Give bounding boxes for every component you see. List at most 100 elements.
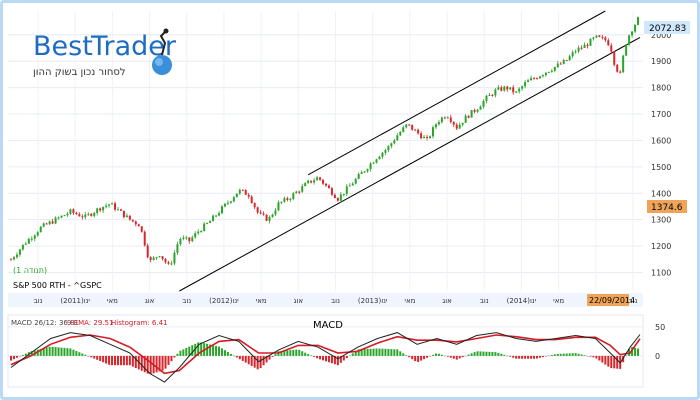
candle-up: [39, 226, 42, 233]
macd-hist-bar: [185, 347, 188, 356]
macd-hist-bar: [36, 349, 39, 356]
macd-hist-bar: [378, 348, 381, 356]
candle-down: [164, 259, 167, 263]
macd-hist-bar: [310, 355, 313, 356]
macd-hist-bar: [125, 355, 128, 366]
macd-hist-bar: [366, 348, 369, 356]
macd-hist-bar: [339, 355, 342, 363]
candle-up: [108, 204, 111, 206]
macd-hist-bar: [571, 353, 574, 356]
candle-up: [203, 223, 206, 232]
macd-hist-bar: [592, 355, 595, 358]
macd-hist-bar: [259, 355, 262, 369]
time-tick: (2014)ינו: [507, 297, 537, 305]
macd-hist-bar: [313, 355, 316, 357]
macd-hist-bar: [330, 355, 333, 364]
candle-down: [565, 60, 568, 62]
macd-hist-bar: [232, 355, 235, 357]
candle-down: [417, 129, 420, 134]
macd-hist-bar: [182, 349, 185, 356]
macd-hist-bar: [470, 353, 473, 356]
globe-icon: [152, 28, 172, 75]
macd-hist-bar: [375, 348, 378, 356]
price-grid: [8, 11, 643, 291]
candle-down: [286, 198, 289, 200]
candle-up: [102, 206, 105, 211]
price-y-tick: 1600: [651, 136, 671, 145]
macd-hist-bar: [429, 355, 432, 357]
candle-up: [366, 169, 369, 172]
macd-hist-bar: [399, 351, 402, 356]
macd-hist-bar: [354, 350, 357, 356]
candle-up: [357, 173, 360, 179]
candle-up: [429, 136, 432, 138]
last-price-label: 2072.83: [649, 24, 686, 34]
candle-up: [316, 177, 319, 181]
candle-down: [598, 35, 601, 37]
macd-hist-bar: [256, 355, 259, 370]
macd-hist-bar: [60, 347, 63, 356]
candle-down: [336, 197, 339, 201]
macd-hist-bar: [301, 351, 304, 356]
candle-up: [301, 186, 304, 192]
candle-up: [87, 213, 90, 215]
candle-down: [426, 136, 429, 138]
candle-up: [372, 162, 375, 164]
candle-down: [72, 209, 75, 213]
macd-hist-bar: [253, 355, 256, 368]
macd-hist-bar: [503, 354, 506, 356]
candle-up: [57, 217, 60, 219]
time-tick: נוב: [629, 297, 638, 305]
candle-up: [625, 44, 628, 56]
macd-hist-bar: [342, 355, 345, 361]
candle-up: [206, 222, 209, 224]
macd-hist-bar: [119, 355, 122, 366]
candle-up: [24, 243, 27, 245]
price-y-tick: 1500: [651, 163, 671, 172]
candle-up: [574, 51, 577, 53]
price-y-tick: 1400: [651, 189, 671, 198]
price-candles: [10, 16, 640, 266]
macd-hist-bar: [348, 355, 351, 357]
candle-down: [607, 40, 610, 46]
macd-hist-bar: [143, 355, 146, 373]
macd-hist-bar: [63, 347, 66, 356]
macd-hist-bar: [485, 351, 488, 356]
candle-up: [402, 127, 405, 133]
macd-hist-bar: [235, 355, 238, 358]
candle-up: [556, 63, 559, 67]
candle-down: [298, 191, 301, 193]
candle-up: [458, 124, 461, 129]
macd-hist-bar: [268, 355, 271, 360]
candle-up: [423, 136, 426, 139]
macd-hist-bar: [78, 352, 81, 356]
instrument-label: S&P 500 RTH - ^GSPC: [13, 281, 102, 290]
macd-hist-bar: [161, 355, 164, 371]
candle-down: [610, 45, 613, 52]
macd-hist-bar: [396, 349, 399, 356]
candle-down: [619, 71, 622, 73]
macd-hist-bar: [363, 349, 366, 356]
macd-hist-bar: [215, 345, 218, 356]
candle-up: [524, 82, 527, 87]
candle-up: [521, 86, 524, 89]
cursor-date-badge: [587, 294, 629, 306]
macd-hist-bar: [515, 355, 518, 359]
price-y-tick: 1800: [651, 84, 671, 93]
candle-up: [191, 237, 194, 242]
candle-up: [27, 238, 30, 244]
candle-up: [628, 35, 631, 45]
macd-hist-bar: [446, 355, 449, 357]
candle-up: [304, 183, 307, 187]
macd-hist-bar: [241, 355, 244, 361]
candle-down: [327, 185, 330, 189]
candle-down: [408, 124, 411, 126]
candle-up: [93, 212, 96, 216]
macd-hist-bar: [122, 355, 125, 366]
candle-down: [265, 214, 268, 221]
macd-hist-bar: [21, 354, 24, 356]
candle-up: [503, 86, 506, 91]
macd-hist-bar: [583, 355, 586, 356]
last-price-badge: [644, 21, 690, 34]
candle-up: [226, 202, 229, 204]
